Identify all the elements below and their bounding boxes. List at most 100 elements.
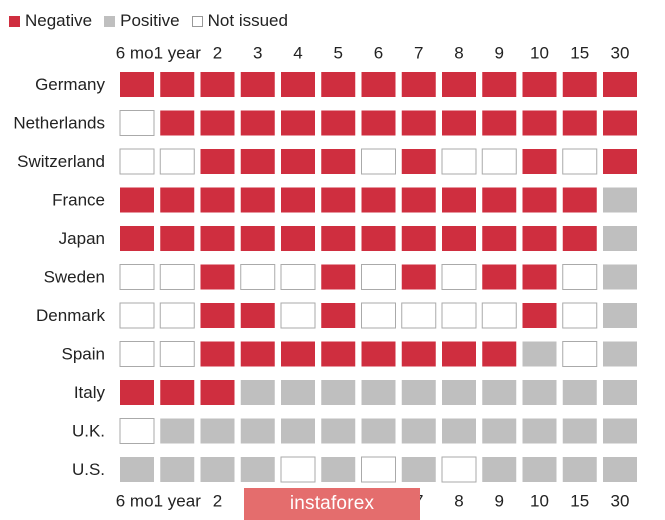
- heatmap-cell: [562, 341, 598, 367]
- column-label-top: 10: [530, 44, 549, 63]
- heatmap-cell: [562, 187, 597, 213]
- heatmap-cell: [603, 264, 637, 290]
- heatmap-cell: [200, 418, 235, 444]
- heatmap-cell: [281, 149, 315, 174]
- row-label: Sweden: [44, 268, 105, 287]
- heatmap-cell: [522, 264, 557, 290]
- column-label-top: 9: [495, 44, 504, 63]
- heatmap-cell: [401, 457, 436, 482]
- heatmap-cell: [401, 149, 436, 174]
- heatmap-cell: [120, 187, 154, 213]
- heatmap-cell: [321, 380, 356, 405]
- heatmap-cell: [240, 149, 275, 174]
- row-label: U.S.: [72, 460, 105, 479]
- heatmap-cell: [562, 148, 598, 175]
- heatmap-cell: [321, 149, 356, 174]
- heatmap-cell: [361, 418, 396, 444]
- heatmap-cell: [280, 264, 316, 290]
- heatmap-cell: [240, 303, 275, 328]
- heatmap-cell: [200, 226, 235, 251]
- row-label: Spain: [62, 345, 105, 364]
- heatmap-cell: [562, 380, 597, 405]
- heatmap-cell: [522, 380, 557, 405]
- heatmap-cell: [361, 72, 396, 97]
- heatmap-cell: [481, 148, 517, 175]
- heatmap-cell: [321, 226, 356, 251]
- legend-swatch-positive: [104, 15, 116, 27]
- heatmap-cell: [481, 302, 517, 329]
- heatmap-cell: [321, 341, 356, 367]
- heatmap-cell: [321, 418, 356, 444]
- row-label: Japan: [59, 229, 105, 248]
- heatmap-cell: [442, 226, 476, 251]
- heatmap-cell: [401, 110, 436, 136]
- heatmap-cell: [240, 187, 275, 213]
- heatmap-cell: [240, 110, 275, 136]
- column-label-top: 4: [293, 44, 302, 63]
- heatmap-cell: [240, 341, 275, 367]
- heatmap-cell: [482, 457, 517, 482]
- column-label-bottom: 9: [495, 492, 504, 511]
- heatmap-cell: [603, 149, 637, 174]
- heatmap-cell: [442, 110, 476, 136]
- heatmap-cell: [159, 264, 195, 290]
- heatmap-cell: [119, 110, 155, 136]
- heatmap-cell: [321, 72, 356, 97]
- heatmap-cell: [361, 341, 396, 367]
- heatmap-cell: [159, 302, 195, 329]
- heatmap-cell: [522, 72, 557, 97]
- heatmap-cell: [603, 341, 637, 367]
- heatmap-cell: [200, 457, 235, 482]
- heatmap-cell: [159, 148, 195, 175]
- heatmap-cell: [482, 264, 517, 290]
- heatmap-cell: [160, 110, 195, 136]
- heatmap-cell: [401, 226, 436, 251]
- heatmap-cell: [522, 418, 557, 444]
- heatmap-cell: [120, 226, 154, 251]
- heatmap-cell: [522, 149, 557, 174]
- column-label-bottom: 2: [213, 492, 222, 511]
- heatmap-cell: [361, 110, 396, 136]
- heatmap-cell: [160, 226, 195, 251]
- heatmap-cell: [482, 418, 517, 444]
- heatmap-cell: [160, 72, 195, 97]
- legend-swatch-negative: [9, 15, 20, 27]
- heatmap-cell: [603, 110, 637, 136]
- column-label-bottom: 8: [454, 492, 463, 511]
- heatmap-cell: [200, 149, 235, 174]
- heatmap-cell: [119, 341, 155, 367]
- column-label-top: 3: [253, 44, 262, 63]
- heatmap-cell: [401, 380, 436, 405]
- heatmap-cell: [522, 110, 557, 136]
- heatmap-cell: [603, 187, 637, 213]
- column-label-top: 30: [611, 44, 630, 63]
- heatmap-cell: [522, 341, 557, 367]
- heatmap-cell: [603, 457, 637, 482]
- legend-item-positive: Positive: [104, 11, 180, 31]
- heatmap-cell: [160, 457, 195, 482]
- legend-item-negative: Negative: [9, 11, 92, 31]
- heatmap-cell: [200, 110, 235, 136]
- heatmap-cell: [119, 148, 155, 175]
- heatmap-cell: [281, 110, 315, 136]
- heatmap-cell: [562, 418, 597, 444]
- heatmap-cell: [562, 226, 597, 251]
- row-label: Switzerland: [17, 152, 105, 171]
- heatmap-cell: [562, 457, 597, 482]
- heatmap-cell: [401, 341, 436, 367]
- legend-label-negative: Negative: [25, 11, 93, 30]
- heatmap-cell: [240, 380, 275, 405]
- heatmap-cell: [200, 380, 235, 405]
- heatmap-cell: [281, 187, 315, 213]
- heatmap-cell: [240, 264, 276, 290]
- watermark-banner: instaforex: [244, 488, 420, 520]
- heatmap-cell: [120, 380, 154, 405]
- heatmap-cell: [321, 264, 356, 290]
- column-label-top: 2: [213, 44, 222, 63]
- heatmap-cell: [160, 418, 195, 444]
- heatmap-cell: [441, 456, 477, 483]
- column-label-top: 8: [454, 44, 463, 63]
- heatmap-cell: [321, 457, 356, 482]
- heatmap-cell: [361, 380, 396, 405]
- heatmap-cell: [442, 341, 476, 367]
